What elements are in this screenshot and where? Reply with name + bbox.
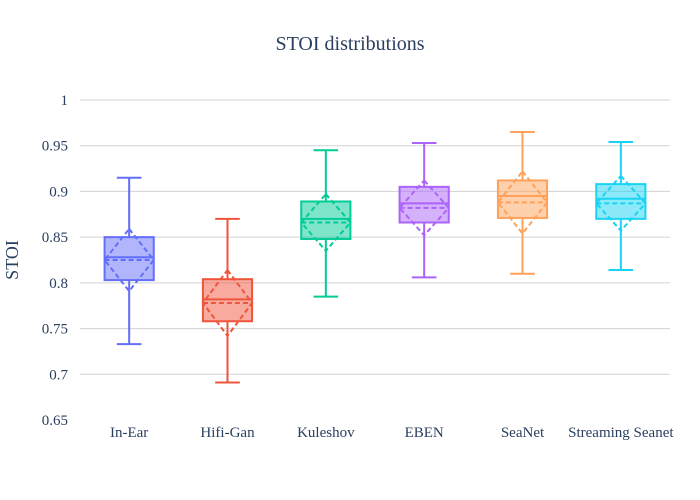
sd-diamond	[201, 268, 254, 338]
box-trace-streaming-seanet	[594, 141, 647, 272]
x-tick-label: SeaNet	[501, 425, 545, 441]
sd-diamond	[594, 174, 647, 233]
y-tick-label: 1	[61, 93, 69, 109]
iqr-box	[300, 200, 352, 240]
y-axis-tick-labels: 0.65 0.7 0.75 0.8 0.85 0.9 0.95 1	[42, 93, 69, 429]
box-trace-in-ear	[103, 176, 156, 346]
y-tick-label: 0.85	[42, 230, 68, 246]
sd-diamond	[496, 169, 549, 236]
x-tick-label: Hifi-Gan	[200, 425, 255, 441]
box-trace-kuleshov	[299, 149, 352, 298]
box-traces	[103, 131, 647, 384]
chart-title: STOI distributions	[275, 33, 424, 55]
iqr-box	[595, 183, 647, 220]
sd-diamond	[398, 178, 451, 237]
y-tick-label: 0.65	[42, 413, 68, 429]
grid-lines	[80, 99, 670, 375]
x-axis-tick-labels: In-Ear Hifi-Gan Kuleshov EBEN SeaNet Streamin…	[110, 425, 674, 441]
y-tick-label: 0.75	[42, 322, 68, 338]
x-tick-label: In-Ear	[110, 425, 148, 441]
box-trace-seanet	[496, 131, 549, 275]
sd-diamond	[103, 227, 156, 293]
box-trace-hifi-gan	[201, 217, 254, 384]
y-axis-title: STOI	[2, 240, 22, 280]
x-tick-label: Streaming Seanet	[568, 425, 674, 441]
box-trace-eben	[398, 141, 451, 279]
sd-diamond	[299, 192, 352, 253]
y-tick-label: 0.95	[42, 139, 68, 155]
x-tick-label: EBEN	[405, 425, 444, 441]
iqr-box	[103, 236, 155, 282]
y-tick-label: 0.8	[49, 276, 68, 292]
x-tick-label: Kuleshov	[297, 425, 355, 441]
y-tick-label: 0.7	[49, 367, 68, 383]
y-tick-label: 0.9	[49, 184, 68, 200]
